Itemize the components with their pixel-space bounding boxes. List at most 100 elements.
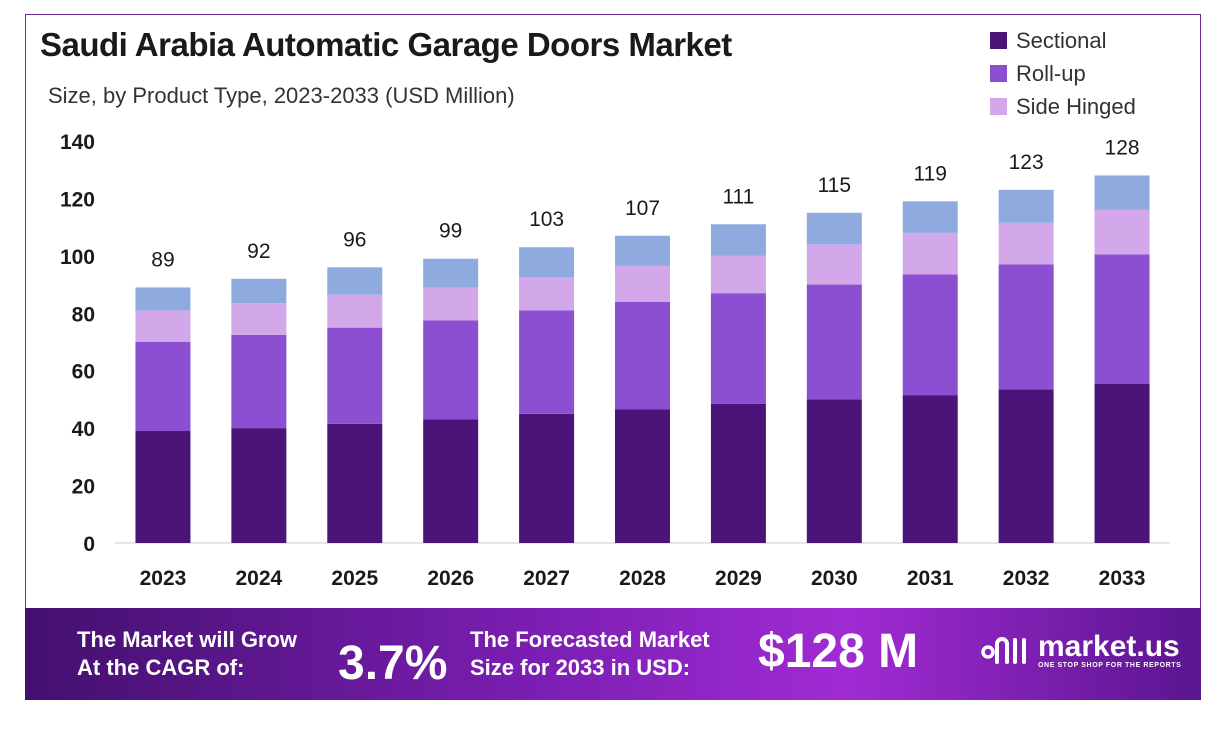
y-tick-label-100: 100: [60, 246, 95, 269]
bar-segment-2023-roll-up: [135, 342, 191, 432]
bar-total-label-2023: 89: [151, 248, 174, 271]
brand-logo: market.us ONE STOP SHOP FOR THE REPORTS: [980, 630, 1181, 670]
bar-total-label-2026: 99: [439, 220, 462, 243]
bar-segment-2030-side-hinged: [806, 244, 862, 285]
bar-total-label-2024: 92: [247, 240, 270, 263]
bar-segment-2026-sectional: [423, 419, 479, 543]
bar-segment-2026-side-hinged: [423, 287, 479, 321]
bar-segment-2024-roll-up: [231, 334, 287, 429]
bar-segment-2032-side-hinged: [998, 222, 1054, 265]
bar-segment-2026-series-4: [423, 258, 479, 288]
bar-segment-2029-sectional: [710, 403, 766, 543]
y-tick-label-120: 120: [60, 188, 95, 211]
y-tick-label-0: 0: [83, 533, 95, 556]
x-tick-label-2030: 2030: [811, 567, 858, 590]
x-tick-label-2024: 2024: [236, 567, 283, 590]
bar-segment-2025-side-hinged: [327, 294, 383, 328]
bar-segment-2028-sectional: [615, 409, 670, 543]
legend-item-side-hinged: Side Hinged: [990, 90, 1136, 123]
x-tick-label-2031: 2031: [907, 567, 954, 590]
bar-segment-2031-sectional: [902, 395, 958, 543]
bar-segment-2031-series-4: [902, 201, 958, 233]
x-tick-label-2026: 2026: [427, 567, 474, 590]
bar-segment-2033-roll-up: [1094, 254, 1150, 384]
x-tick-label-2027: 2027: [523, 567, 570, 590]
bar-segment-2028-roll-up: [615, 301, 670, 410]
bar-total-label-2028: 107: [625, 197, 660, 220]
bar-total-label-2032: 123: [1009, 151, 1044, 174]
chart-legend: Sectional Roll-up Side Hinged: [990, 24, 1136, 123]
bar-total-label-2025: 96: [343, 228, 366, 251]
bar-segment-2027-sectional: [519, 413, 575, 543]
bar-segment-2023-side-hinged: [135, 310, 191, 342]
bar-segment-2032-sectional: [998, 389, 1054, 543]
y-tick-label-140: 140: [60, 131, 95, 154]
bar-segment-2027-series-4: [519, 247, 575, 278]
cagr-value: 3.7%: [338, 637, 448, 690]
legend-label-side-hinged: Side Hinged: [1016, 93, 1136, 119]
chart-subtitle: Size, by Product Type, 2023-2033 (USD Mi…: [48, 83, 515, 108]
bar-segment-2025-series-4: [327, 267, 383, 295]
bar-total-label-2029: 111: [722, 185, 754, 208]
forecast-value: $128 M: [758, 625, 919, 678]
cagr-label: The Market will Grow At the CAGR of:: [77, 626, 297, 682]
bar-total-label-2030: 115: [818, 174, 851, 197]
bar-segment-2026-roll-up: [423, 320, 479, 420]
bar-segment-2031-side-hinged: [902, 232, 958, 275]
legend-swatch-sectional: [990, 32, 1007, 49]
forecast-label-line2: Size for 2033 in USD:: [470, 655, 691, 680]
market-us-logo-icon: [981, 637, 1026, 664]
y-tick-label-60: 60: [72, 361, 95, 384]
x-tick-label-2028: 2028: [619, 567, 666, 590]
x-tick-label-2029: 2029: [715, 567, 762, 590]
bar-segment-2029-series-4: [710, 224, 766, 256]
bar-segment-2023-series-4: [135, 287, 191, 311]
forecast-label-line1: The Forecasted Market: [470, 627, 710, 652]
chart-title: Saudi Arabia Automatic Garage Doors Mark…: [40, 26, 732, 63]
bar-segment-2030-series-4: [806, 212, 862, 245]
bar-segment-2031-roll-up: [902, 274, 958, 396]
x-tick-label-2032: 2032: [1003, 567, 1050, 590]
bar-segment-2032-roll-up: [998, 264, 1054, 390]
x-tick-label-2033: 2033: [1099, 567, 1146, 590]
bar-total-label-2027: 103: [529, 208, 564, 231]
bar-segment-2028-side-hinged: [615, 265, 670, 302]
forecast-label: The Forecasted Market Size for 2033 in U…: [470, 626, 710, 682]
bar-segment-2023-sectional: [135, 431, 191, 543]
bar-segment-2033-sectional: [1094, 383, 1150, 543]
bar-segment-2029-side-hinged: [710, 255, 766, 294]
y-tick-label-80: 80: [72, 303, 95, 326]
stacked-bar-chart: 0 20 40 60 80 100 120 140 89 2023 92 2024 96 2025 99 20…: [60, 131, 1170, 590]
legend-item-sectional: Sectional: [990, 24, 1136, 57]
bar-segment-2030-sectional: [806, 399, 862, 543]
bar-segment-2024-side-hinged: [231, 303, 287, 335]
bar-segment-2025-sectional: [327, 423, 383, 543]
bar-segment-2027-roll-up: [519, 310, 575, 414]
bar-segment-2029-roll-up: [710, 293, 766, 404]
bar-segment-2033-series-4: [1094, 175, 1150, 210]
cagr-label-line2: At the CAGR of:: [77, 655, 245, 680]
y-tick-label-40: 40: [72, 418, 95, 441]
x-tick-label-2025: 2025: [331, 567, 378, 590]
bar-segment-2032-series-4: [998, 189, 1054, 223]
bar-total-label-2031: 119: [913, 162, 946, 185]
brand-tagline: ONE STOP SHOP FOR THE REPORTS: [1038, 661, 1182, 669]
legend-swatch-roll-up: [990, 65, 1007, 82]
bar-segment-2024-sectional: [231, 428, 287, 543]
bar-segment-2030-roll-up: [806, 284, 862, 400]
bar-segment-2027-side-hinged: [519, 277, 575, 311]
bar-segment-2028-series-4: [615, 235, 670, 266]
legend-swatch-side-hinged: [990, 98, 1007, 115]
bar-segment-2024-series-4: [231, 278, 287, 304]
y-tick-label-20: 20: [72, 476, 95, 499]
bar-total-label-2033: 128: [1105, 136, 1140, 159]
legend-label-roll-up: Roll-up: [1016, 60, 1086, 86]
bar-segment-2025-roll-up: [327, 327, 383, 424]
legend-item-roll-up: Roll-up: [990, 57, 1136, 90]
brand-name: market.us: [1038, 629, 1180, 663]
bar-segment-2033-side-hinged: [1094, 209, 1150, 255]
legend-label-sectional: Sectional: [1016, 27, 1107, 53]
cagr-label-line1: The Market will Grow: [77, 627, 298, 652]
summary-banner: The Market will Grow At the CAGR of: 3.7…: [25, 608, 1201, 700]
x-tick-label-2023: 2023: [140, 567, 187, 590]
